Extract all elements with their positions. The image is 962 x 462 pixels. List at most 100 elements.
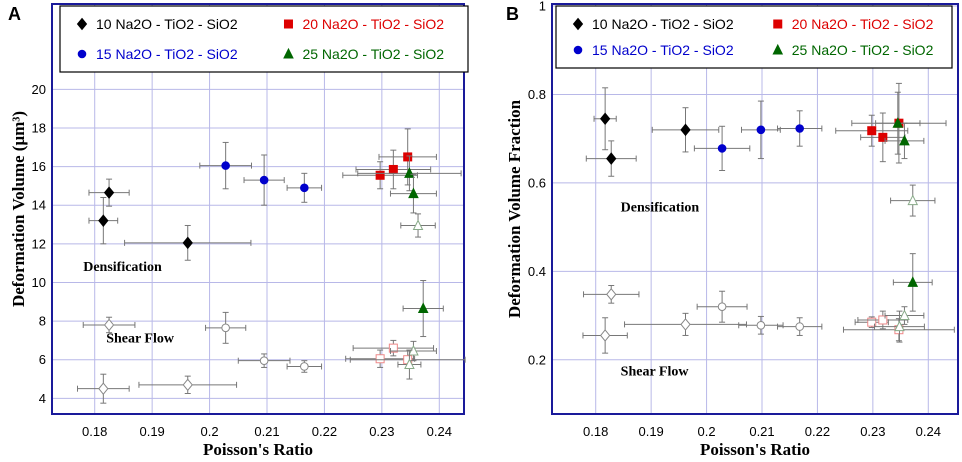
data-point xyxy=(408,187,419,199)
panel-b: 0.18 0.19 0.2 0.21 0.22 0.23 0.24 0.2 0.4 0.6 0.8 1… xyxy=(505,0,959,459)
x-tick-label: 0.21 xyxy=(254,424,279,439)
data-point xyxy=(680,123,691,137)
legend-entry: 15 Na2O - TiO2 - SiO2 xyxy=(573,42,734,58)
legend-marker xyxy=(283,47,294,59)
data-point xyxy=(717,302,727,312)
legend-label: 25 Na2O - TiO2 - SiO2 xyxy=(302,46,444,62)
data-point xyxy=(894,320,905,332)
x-tick-label: 0.22 xyxy=(805,424,830,439)
data-point xyxy=(878,132,888,142)
plot-frame xyxy=(551,3,959,415)
y-tick-label: 20 xyxy=(32,82,46,97)
annotation-label: Densification xyxy=(621,201,700,216)
data-point xyxy=(388,164,398,174)
data-point xyxy=(182,378,193,392)
data-point xyxy=(599,112,611,126)
data-point xyxy=(867,317,877,327)
data-point xyxy=(404,358,415,370)
data-series xyxy=(205,311,323,373)
data-series xyxy=(342,128,437,190)
x-tick-label: 0.18 xyxy=(82,424,107,439)
x-tick-label: 0.18 xyxy=(583,424,608,439)
data-point xyxy=(412,219,424,230)
y-tick-label: 0.6 xyxy=(528,175,546,190)
data-point xyxy=(756,125,766,135)
data-point xyxy=(599,329,611,342)
data-series xyxy=(875,91,933,312)
data-series xyxy=(389,213,437,380)
y-tick-label: 0.2 xyxy=(528,352,546,367)
legend-label: 20 Na2O - TiO2 - SiO2 xyxy=(302,16,444,32)
legend-label: 25 Na2O - TiO2 - SiO2 xyxy=(792,42,934,58)
legend-label: 10 Na2O - TiO2 - SiO2 xyxy=(96,16,238,32)
annotation-label: Shear Flow xyxy=(106,331,175,346)
legend-entry: 15 Na2O - TiO2 - SiO2 xyxy=(77,46,238,62)
legend: 10 Na2O - TiO2 - SiO2 20 Na2O - TiO2 - Si… xyxy=(555,5,953,69)
data-point xyxy=(221,323,230,333)
data-point xyxy=(878,315,888,325)
data-point xyxy=(259,356,269,365)
data-point xyxy=(907,276,919,287)
data-point xyxy=(300,183,309,193)
data-series xyxy=(345,339,466,369)
data-point xyxy=(417,302,429,314)
legend-entry: 25 Na2O - TiO2 - SiO2 xyxy=(283,46,444,62)
legend-label: 15 Na2O - TiO2 - SiO2 xyxy=(592,42,734,58)
data-point xyxy=(375,354,385,364)
data-point xyxy=(375,170,385,180)
y-tick-label: 10 xyxy=(32,275,46,290)
data-point xyxy=(892,117,904,128)
data-point xyxy=(795,322,804,331)
data-point xyxy=(899,134,910,146)
legend: 10 Na2O - TiO2 - SiO2 20 Na2O - TiO2 - Si… xyxy=(59,5,469,73)
x-tick-label: 0.23 xyxy=(860,424,885,439)
legend-label: 15 Na2O - TiO2 - SiO2 xyxy=(96,46,238,62)
y-tick-label: 0.4 xyxy=(528,264,546,279)
panel-label: B xyxy=(506,4,519,24)
data-point xyxy=(404,167,415,178)
legend-marker xyxy=(76,17,88,31)
legend-entry: 10 Na2O - TiO2 - SiO2 xyxy=(572,16,734,32)
y-tick-label: 8 xyxy=(39,314,46,329)
data-point xyxy=(717,144,727,153)
data-point xyxy=(606,152,617,165)
x-tick-label: 0.23 xyxy=(369,424,394,439)
data-series xyxy=(693,100,823,172)
plot-frame xyxy=(51,3,465,415)
panel-a: 0.18 0.19 0.2 0.21 0.22 0.23 0.24 4 6 8 10 12 14 16 18… xyxy=(8,3,469,459)
data-point xyxy=(103,186,115,199)
data-point xyxy=(907,194,919,206)
legend-entry: 25 Na2O - TiO2 - SiO2 xyxy=(772,42,934,58)
y-tick-label: 14 xyxy=(32,198,46,213)
data-point xyxy=(388,343,398,353)
x-tick-label: 0.24 xyxy=(916,424,941,439)
x-tick-label: 0.24 xyxy=(427,424,452,439)
data-point xyxy=(756,320,766,330)
legend-entry: 20 Na2O - TiO2 - SiO2 xyxy=(283,16,444,32)
legend-marker xyxy=(573,45,583,55)
data-series xyxy=(874,184,936,343)
data-series xyxy=(582,284,747,354)
y-tick-label: 18 xyxy=(32,120,46,135)
data-series xyxy=(585,87,720,177)
x-tick-label: 0.19 xyxy=(638,424,663,439)
data-series xyxy=(199,141,323,206)
data-point xyxy=(899,309,910,321)
legend-marker xyxy=(572,17,584,31)
x-tick-label: 0.19 xyxy=(139,424,164,439)
y-tick-label: 16 xyxy=(32,159,46,174)
data-point xyxy=(103,318,115,332)
panel-label: A xyxy=(8,4,21,24)
legend-marker xyxy=(772,43,784,55)
y-axis-label: Deformation Volume (μm³) xyxy=(9,111,28,307)
data-series xyxy=(88,178,252,261)
legend-label: 10 Na2O - TiO2 - SiO2 xyxy=(592,16,734,32)
y-tick-label: 0.8 xyxy=(528,87,546,102)
y-tick-label: 1 xyxy=(539,0,546,14)
data-point xyxy=(259,175,269,185)
data-series xyxy=(696,290,823,336)
data-point xyxy=(680,318,691,331)
annotation-label: Shear Flow xyxy=(621,364,690,379)
legend-entry: 10 Na2O - TiO2 - SiO2 xyxy=(76,16,238,32)
